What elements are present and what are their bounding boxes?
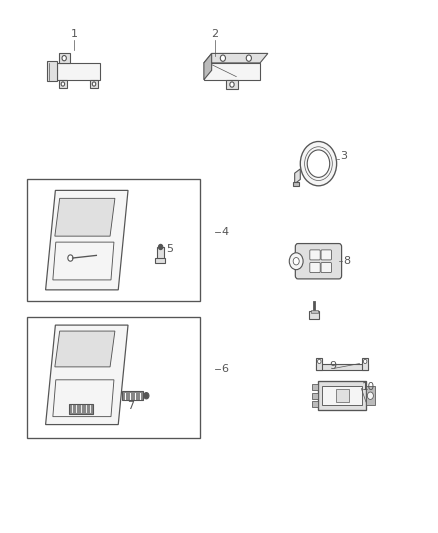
Bar xyxy=(27,180,200,301)
Bar xyxy=(69,403,92,414)
Bar xyxy=(311,310,318,313)
Circle shape xyxy=(300,141,337,186)
Bar xyxy=(362,358,368,370)
Bar xyxy=(59,80,67,88)
Circle shape xyxy=(92,82,96,86)
Bar xyxy=(226,80,238,90)
Bar xyxy=(318,381,366,410)
Polygon shape xyxy=(295,169,300,184)
Polygon shape xyxy=(46,325,128,425)
Text: 5: 5 xyxy=(166,244,173,254)
Polygon shape xyxy=(46,190,128,290)
Bar xyxy=(59,53,70,63)
Circle shape xyxy=(230,82,234,87)
Bar xyxy=(204,63,260,80)
FancyBboxPatch shape xyxy=(295,244,342,279)
Polygon shape xyxy=(53,242,114,280)
Circle shape xyxy=(159,244,163,249)
Bar xyxy=(322,386,362,406)
Text: 6: 6 xyxy=(221,365,228,374)
FancyBboxPatch shape xyxy=(321,263,332,272)
FancyBboxPatch shape xyxy=(321,250,332,260)
Circle shape xyxy=(364,359,367,364)
Bar xyxy=(316,364,368,370)
Bar xyxy=(90,80,98,88)
Bar xyxy=(122,391,143,400)
Polygon shape xyxy=(55,198,115,236)
Polygon shape xyxy=(204,53,268,63)
Bar xyxy=(293,182,300,186)
Circle shape xyxy=(367,392,373,399)
FancyBboxPatch shape xyxy=(310,263,320,272)
Bar xyxy=(336,390,349,402)
Bar xyxy=(157,247,164,259)
Bar xyxy=(316,358,322,370)
Circle shape xyxy=(246,55,251,61)
Circle shape xyxy=(144,393,149,399)
Text: 3: 3 xyxy=(340,151,347,161)
Circle shape xyxy=(307,150,330,177)
Bar xyxy=(311,393,318,399)
Bar xyxy=(27,317,200,438)
Text: 9: 9 xyxy=(329,361,336,372)
Circle shape xyxy=(61,82,65,86)
Text: 10: 10 xyxy=(362,383,375,392)
Text: 2: 2 xyxy=(211,29,218,39)
Bar xyxy=(309,311,319,319)
Bar xyxy=(47,61,57,82)
Text: 1: 1 xyxy=(71,29,78,39)
Circle shape xyxy=(289,253,303,270)
Circle shape xyxy=(68,255,73,261)
Circle shape xyxy=(318,359,321,364)
Text: 8: 8 xyxy=(343,256,351,266)
Text: 7: 7 xyxy=(127,401,134,411)
Bar xyxy=(366,386,374,405)
Circle shape xyxy=(220,55,226,61)
Bar xyxy=(311,384,318,391)
Bar xyxy=(311,401,318,407)
Polygon shape xyxy=(204,53,212,80)
Circle shape xyxy=(293,257,299,265)
FancyBboxPatch shape xyxy=(310,250,320,260)
Bar xyxy=(57,63,100,80)
Polygon shape xyxy=(55,331,115,367)
Circle shape xyxy=(62,55,66,61)
Polygon shape xyxy=(53,380,114,417)
Bar xyxy=(155,257,165,263)
Text: 4: 4 xyxy=(221,227,228,237)
